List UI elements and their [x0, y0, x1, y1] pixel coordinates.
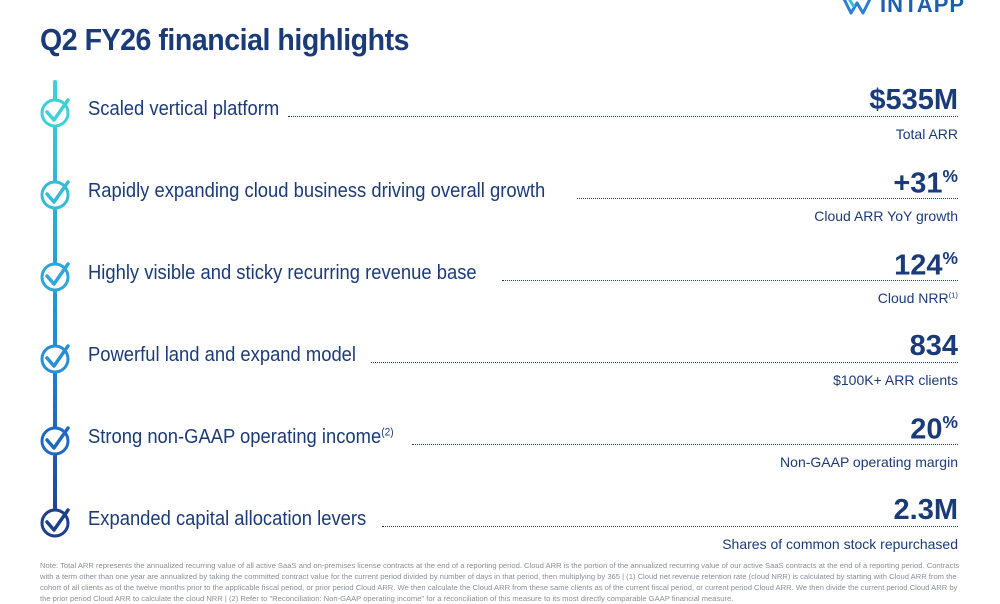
metric-value: 124% — [894, 248, 958, 283]
value-text: 20 — [910, 413, 943, 446]
metric-caption: Non-GAAP operating margin — [780, 454, 958, 470]
dotted-leader — [502, 280, 958, 281]
caption-text: Shares of common stock repurchased — [722, 536, 958, 552]
label-text: Rapidly expanding cloud business driving… — [88, 180, 546, 202]
item-label: Expanded capital allocation levers — [88, 508, 366, 531]
item-row: Scaled vertical platform — [88, 98, 958, 121]
label-text: Highly visible and sticky recurring reve… — [88, 262, 477, 284]
item-label: Highly visible and sticky recurring reve… — [88, 262, 477, 285]
caption-text: Non-GAAP operating margin — [780, 454, 958, 470]
item-row: Rapidly expanding cloud business driving… — [88, 180, 958, 203]
item-row: Strong non-GAAP operating income(2) — [88, 426, 958, 449]
check-icon — [40, 180, 70, 210]
logo-icon — [842, 0, 872, 15]
check-icon — [40, 344, 70, 374]
caption-text: Cloud ARR YoY growth — [814, 208, 958, 224]
value-unit: % — [942, 166, 958, 186]
highlight-item: Highly visible and sticky recurring reve… — [0, 248, 1000, 330]
item-row: Highly visible and sticky recurring reve… — [88, 262, 958, 285]
slide-title: Q2 FY26 financial highlights — [40, 22, 410, 57]
item-row: Expanded capital allocation levers — [88, 508, 958, 531]
check-icon — [40, 98, 70, 128]
item-label: Rapidly expanding cloud business driving… — [88, 180, 545, 203]
value-text: 834 — [909, 330, 958, 362]
dotted-leader — [287, 116, 958, 117]
value-text: 2.3M — [893, 494, 958, 526]
metric-value: $535M — [869, 84, 958, 117]
caption-text: Total ARR — [895, 126, 958, 142]
caption-text: Cloud NRR — [877, 290, 949, 306]
label-text: Scaled vertical platform — [88, 98, 280, 120]
timeline-rail — [53, 80, 57, 530]
logo-text: INTAPP — [880, 0, 966, 17]
metric-caption: Shares of common stock repurchased — [722, 536, 958, 552]
metric-value: 834 — [910, 330, 958, 363]
metric-caption: Total ARR — [896, 126, 958, 142]
value-text: +31 — [893, 167, 943, 200]
metric-value: +31% — [893, 166, 958, 201]
value-text: $535M — [869, 84, 958, 116]
value-text: 124 — [894, 249, 943, 282]
highlight-item: Scaled vertical platform $535M Total ARR — [0, 84, 1000, 166]
dotted-leader — [382, 526, 958, 527]
item-label: Strong non-GAAP operating income(2) — [88, 426, 394, 449]
dotted-leader — [371, 362, 958, 363]
caption-footnote-ref: (1) — [948, 290, 958, 300]
footnote: Note: Total ARR represents the annualize… — [40, 561, 960, 603]
check-icon — [40, 508, 70, 538]
metric-caption: $100K+ ARR clients — [833, 372, 958, 388]
value-unit: % — [942, 248, 958, 268]
metric-caption: Cloud NRR(1) — [878, 290, 958, 306]
highlight-item: Rapidly expanding cloud business driving… — [0, 166, 1000, 248]
label-text: Powerful land and expand model — [88, 344, 357, 366]
label-footnote-ref: (2) — [381, 426, 394, 439]
highlight-item: Strong non-GAAP operating income(2) 20% No… — [0, 412, 1000, 494]
item-row: Powerful land and expand model — [88, 344, 958, 367]
label-text: Expanded capital allocation levers — [88, 508, 367, 530]
caption-text: $100K+ ARR clients — [833, 372, 958, 388]
dotted-leader — [576, 198, 958, 199]
highlight-item: Expanded capital allocation levers 2.3M Sh… — [0, 494, 1000, 576]
logo: INTAPP — [840, 0, 965, 20]
label-text: Strong non-GAAP operating income — [88, 426, 382, 448]
value-unit: % — [942, 412, 958, 432]
check-icon — [40, 262, 70, 292]
dotted-leader — [412, 444, 958, 445]
metric-value: 20% — [910, 412, 958, 447]
highlight-item: Powerful land and expand model 834 $100K+ … — [0, 330, 1000, 412]
metric-value: 2.3M — [894, 494, 958, 527]
item-label: Scaled vertical platform — [88, 98, 279, 121]
check-icon — [40, 426, 70, 456]
metric-caption: Cloud ARR YoY growth — [814, 208, 958, 224]
item-label: Powerful land and expand model — [88, 344, 356, 367]
